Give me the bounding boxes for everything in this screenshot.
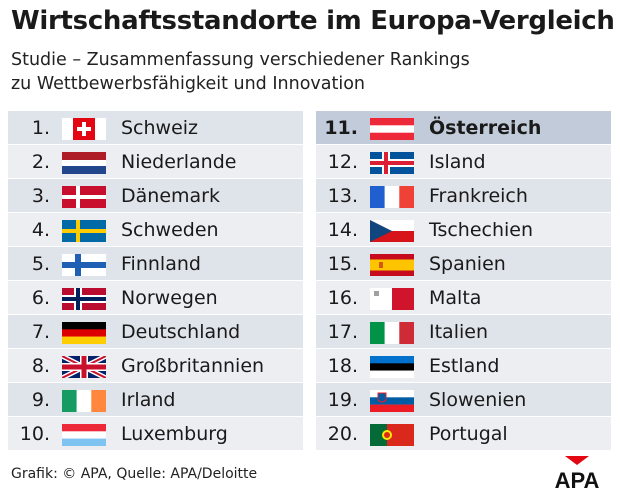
rank-number: 16.	[327, 287, 358, 309]
ranking-row: 18. Estland	[316, 348, 611, 382]
rank-number: 6.	[31, 287, 50, 309]
slovenia-flag-icon	[370, 390, 414, 412]
country-name: Luxemburg	[121, 423, 228, 445]
country-name: Frankreich	[429, 185, 528, 207]
subtitle-line-2: zu Wettbewerbsfähigkeit und Innovation	[11, 74, 365, 94]
country-name: Norwegen	[121, 287, 218, 309]
germany-flag-icon	[62, 322, 106, 344]
country-name: Großbritannien	[121, 355, 265, 377]
country-name: Niederlande	[121, 151, 237, 173]
ranking-row: 17. Italien	[316, 314, 611, 348]
switzerland-flag-icon	[62, 118, 106, 140]
country-name: Malta	[429, 287, 482, 309]
rank-number: 3.	[31, 185, 50, 207]
ranking-row: 1. Schweiz	[8, 110, 303, 144]
denmark-flag-icon	[62, 186, 106, 208]
ranking-row-highlighted: 11. Österreich	[316, 110, 611, 144]
rank-number: 10.	[19, 423, 50, 445]
iceland-flag-icon	[370, 152, 414, 174]
rank-number: 9.	[31, 389, 50, 411]
norway-flag-icon	[62, 288, 106, 310]
source-credit: Grafik: © APA, Quelle: APA/Deloitte	[11, 466, 258, 482]
luxembourg-flag-icon	[62, 424, 106, 446]
ranking-row: 20. Portugal	[316, 416, 611, 450]
portugal-flag-icon	[370, 424, 414, 446]
estonia-flag-icon	[370, 356, 414, 378]
country-name: Österreich	[429, 117, 542, 139]
ranking-row: 14. Tschechien	[316, 212, 611, 246]
apa-logo-icon: APA	[555, 456, 600, 490]
ranking-row: 10. Luxemburg	[8, 416, 303, 450]
ranking-row: 4. Schweden	[8, 212, 303, 246]
country-name: Spanien	[429, 253, 506, 275]
netherlands-flag-icon	[62, 152, 106, 174]
italy-flag-icon	[370, 322, 414, 344]
austria-flag-icon	[370, 118, 414, 140]
country-name: Tschechien	[429, 219, 534, 241]
rank-number: 7.	[31, 321, 50, 343]
ranking-row: 19. Slowenien	[316, 382, 611, 416]
uk-flag-icon	[62, 356, 106, 378]
country-name: Slowenien	[429, 389, 527, 411]
rank-number: 4.	[31, 219, 50, 241]
country-name: Finnland	[121, 253, 201, 275]
ranking-column-left: 1. Schweiz 2. Niederlande 3. Dänemark 4.…	[8, 110, 303, 450]
rank-number: 12.	[327, 151, 358, 173]
country-name: Dänemark	[121, 185, 220, 207]
logo-text: APA	[555, 468, 600, 490]
ranking-row: 5. Finnland	[8, 246, 303, 280]
rank-number: 13.	[327, 185, 358, 207]
rank-number: 14.	[327, 219, 358, 241]
rank-number: 8.	[31, 355, 50, 377]
ranking-row: 6. Norwegen	[8, 280, 303, 314]
rank-number: 5.	[31, 253, 50, 275]
ranking-row: 3. Dänemark	[8, 178, 303, 212]
ranking-row: 12. Island	[316, 144, 611, 178]
ranking-row: 9. Irland	[8, 382, 303, 416]
czechia-flag-icon	[370, 220, 414, 242]
country-name: Estland	[429, 355, 500, 377]
ranking-row: 2. Niederlande	[8, 144, 303, 178]
ranking-row: 8. Großbritannien	[8, 348, 303, 382]
rank-number: 11.	[324, 117, 358, 139]
malta-flag-icon	[370, 288, 414, 310]
country-name: Island	[429, 151, 486, 173]
country-name: Irland	[121, 389, 176, 411]
france-flag-icon	[370, 186, 414, 208]
country-name: Deutschland	[121, 321, 241, 343]
ranking-row: 15. Spanien	[316, 246, 611, 280]
ireland-flag-icon	[62, 390, 106, 412]
subtitle-line-1: Studie – Zusammenfassung verschiedener R…	[11, 50, 470, 70]
sweden-flag-icon	[62, 220, 106, 242]
ranking-row: 7. Deutschland	[8, 314, 303, 348]
page-title: Wirtschaftsstandorte im Europa-Vergleich	[11, 6, 615, 36]
country-name: Portugal	[429, 423, 508, 445]
rank-number: 18.	[327, 355, 358, 377]
rank-number: 20.	[327, 423, 358, 445]
spain-flag-icon	[370, 254, 414, 276]
rank-number: 15.	[327, 253, 358, 275]
country-name: Italien	[429, 321, 488, 343]
rank-number: 17.	[327, 321, 358, 343]
rank-number: 19.	[327, 389, 358, 411]
rank-number: 1.	[31, 117, 50, 139]
logo-triangle	[565, 456, 589, 465]
rank-number: 2.	[31, 151, 50, 173]
ranking-row: 16. Malta	[316, 280, 611, 314]
ranking-row: 13. Frankreich	[316, 178, 611, 212]
finland-flag-icon	[62, 254, 106, 276]
country-name: Schweiz	[121, 117, 199, 139]
country-name: Schweden	[121, 219, 219, 241]
subtitle: Studie – Zusammenfassung verschiedener R…	[11, 48, 470, 96]
ranking-column-right: 11. Österreich 12. Island 13. Frankreich…	[316, 110, 611, 450]
